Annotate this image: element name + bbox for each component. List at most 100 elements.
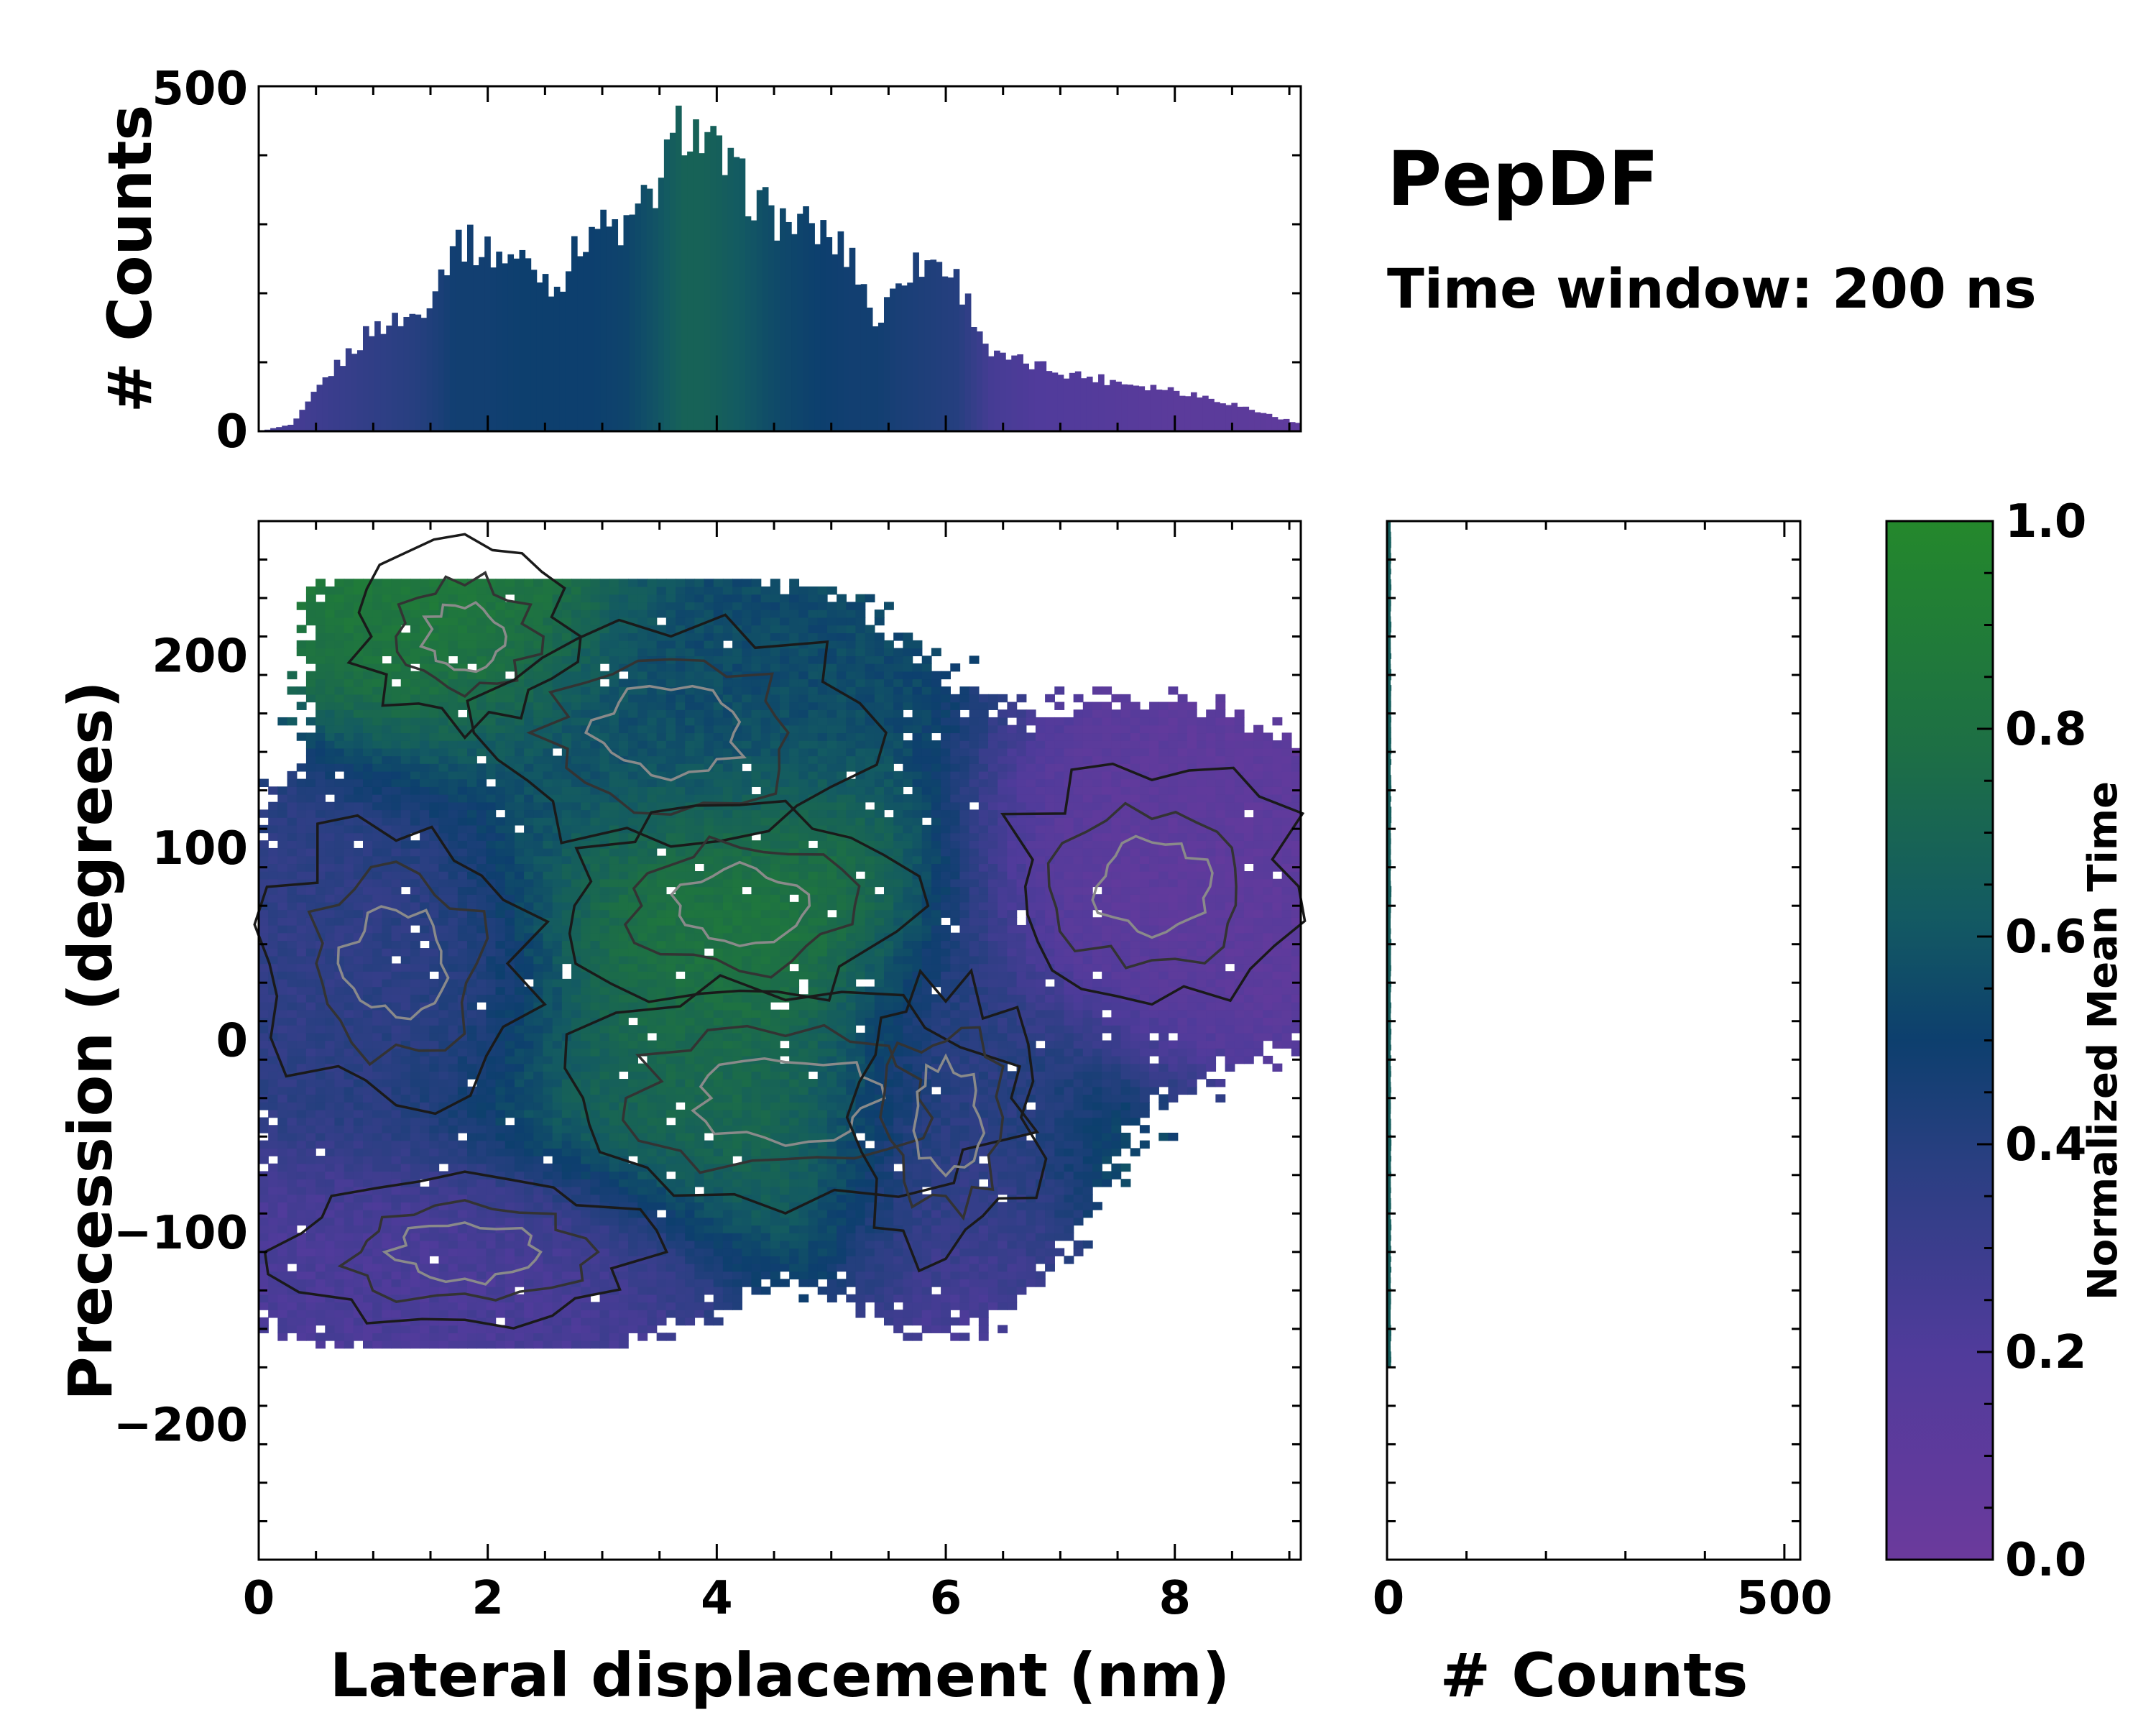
heatmap-cell — [429, 1009, 440, 1018]
heatmap-cell — [865, 1125, 875, 1133]
heatmap-cell — [988, 1086, 998, 1095]
heatmap-cell — [941, 948, 951, 957]
heatmap-cell — [476, 1148, 487, 1156]
heatmap-cell — [846, 1179, 857, 1187]
heatmap-cell — [268, 1094, 279, 1103]
heatmap-cell — [1272, 963, 1283, 972]
heatmap-cell — [921, 1009, 932, 1018]
heatmap-cell — [410, 1233, 420, 1241]
heatmap-cell — [647, 1001, 658, 1011]
heatmap-cell — [571, 955, 581, 965]
top-histogram-bar — [374, 321, 381, 431]
heatmap-cell — [543, 1086, 553, 1095]
heatmap-cell — [969, 1148, 980, 1156]
heatmap-cell — [571, 1302, 581, 1310]
heatmap-cell — [637, 1071, 648, 1080]
heatmap-cell — [287, 1294, 298, 1303]
heatmap-cell — [457, 1071, 468, 1080]
heatmap-cell — [438, 1225, 449, 1233]
heatmap-cell — [884, 1048, 894, 1057]
heatmap-cell — [410, 1117, 420, 1126]
heatmap-cell — [713, 1240, 724, 1249]
heatmap-cell — [467, 1025, 477, 1034]
heatmap-cell — [325, 1317, 336, 1326]
heatmap-cell — [467, 1109, 477, 1118]
heatmap-cell — [1102, 1094, 1112, 1103]
heatmap-cell — [732, 1079, 742, 1087]
heatmap-cell — [391, 1017, 402, 1026]
heatmap-cell — [742, 1109, 752, 1118]
heatmap-cell — [287, 1032, 298, 1041]
heatmap-cell — [571, 1109, 581, 1118]
heatmap-cell — [713, 1063, 724, 1072]
heatmap-cell — [305, 1009, 316, 1018]
heatmap-cell — [1102, 1109, 1112, 1118]
heatmap-cell — [495, 1194, 506, 1202]
heatmap-cell — [665, 1279, 676, 1287]
heatmap-cell — [694, 1140, 705, 1149]
heatmap-cell — [476, 1055, 487, 1064]
heatmap-cell — [590, 1001, 601, 1011]
heatmap-cell — [874, 1132, 885, 1141]
heatmap-cell — [969, 971, 980, 980]
heatmap-cell — [325, 1132, 336, 1141]
heatmap-cell — [1158, 1017, 1169, 1026]
heatmap-cell — [1111, 1171, 1122, 1179]
heatmap-cell — [1073, 955, 1084, 965]
heatmap-cell — [742, 1071, 752, 1080]
heatmap-cell — [448, 1209, 459, 1218]
heatmap-cell — [998, 1163, 1008, 1172]
heatmap-cell — [637, 1171, 648, 1179]
heatmap-cell — [722, 1063, 733, 1072]
heatmap-cell — [637, 1063, 648, 1072]
heatmap-cell — [647, 1086, 658, 1095]
heatmap-cell — [950, 1186, 961, 1195]
heatmap-cell — [760, 963, 771, 972]
heatmap-cell — [400, 1248, 411, 1256]
heatmap-cell — [315, 1340, 326, 1349]
heatmap-cell — [1073, 1040, 1084, 1049]
heatmap-cell — [448, 1248, 459, 1256]
heatmap-cell — [495, 1156, 506, 1164]
heatmap-cell — [296, 971, 307, 980]
heatmap-cell — [732, 994, 742, 1003]
heatmap-cell — [760, 1171, 771, 1179]
heatmap-cell — [382, 1055, 392, 1064]
heatmap-cell — [770, 1217, 780, 1226]
heatmap-cell — [1045, 1055, 1055, 1064]
heatmap-cell — [268, 1063, 279, 1072]
heatmap-cell — [382, 1125, 392, 1133]
heatmap-cell — [704, 1086, 714, 1095]
heatmap-cell — [855, 1117, 866, 1126]
heatmap-cell — [1082, 955, 1093, 965]
heatmap-cell — [305, 1240, 316, 1249]
heatmap-cell — [1064, 1233, 1074, 1241]
heatmap-cell — [704, 1156, 714, 1164]
heatmap-cell — [893, 1086, 904, 1095]
heatmap-cell — [505, 1086, 515, 1095]
heatmap-cell — [581, 955, 591, 965]
heatmap-cell — [837, 1071, 847, 1080]
heatmap-cell — [817, 1271, 828, 1280]
heatmap-cell — [334, 1317, 345, 1326]
heatmap-cell — [571, 1094, 581, 1103]
heatmap-cell — [884, 1302, 894, 1310]
top-histogram-bar — [1121, 384, 1128, 431]
heatmap-cell — [486, 1202, 497, 1210]
heatmap-cell — [363, 1063, 373, 1072]
heatmap-cell — [296, 1017, 307, 1026]
heatmap-cell — [647, 1025, 658, 1034]
heatmap-cell — [808, 1156, 819, 1164]
heatmap-cell — [571, 1071, 581, 1080]
heatmap-cell — [486, 1287, 497, 1295]
heatmap-cell — [1102, 971, 1112, 980]
heatmap-cell — [931, 1025, 941, 1034]
heatmap-cell — [372, 1079, 383, 1087]
heatmap-cell — [372, 1294, 383, 1303]
heatmap-cell — [420, 1109, 430, 1118]
heatmap-cell — [363, 1048, 373, 1057]
heatmap-cell — [429, 1340, 440, 1349]
heatmap-cell — [429, 1194, 440, 1202]
heatmap-cell — [476, 955, 487, 965]
heatmap-cell — [760, 1017, 771, 1026]
